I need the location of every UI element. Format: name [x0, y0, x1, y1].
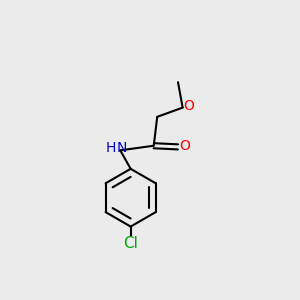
- Text: O: O: [184, 100, 194, 113]
- Text: N: N: [116, 141, 127, 154]
- Text: H: H: [105, 141, 116, 154]
- Text: Cl: Cl: [123, 236, 138, 251]
- Text: O: O: [179, 140, 190, 153]
